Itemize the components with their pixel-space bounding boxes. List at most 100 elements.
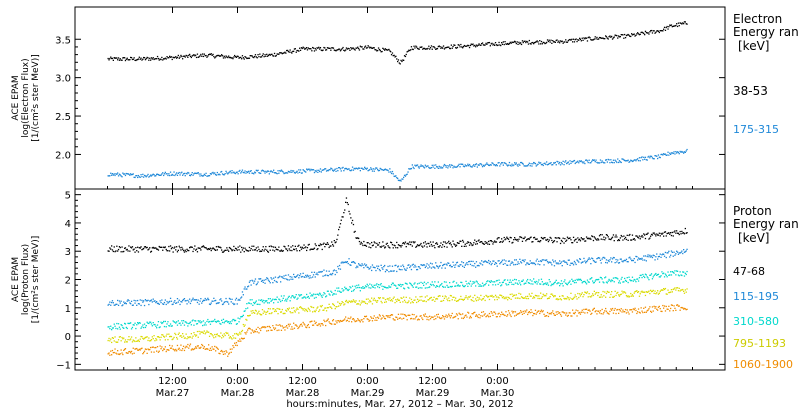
data-point — [319, 243, 322, 245]
data-point — [513, 41, 515, 43]
data-point — [170, 335, 173, 338]
data-point — [111, 329, 113, 331]
data-point — [475, 243, 477, 245]
data-point — [565, 282, 567, 284]
data-point — [518, 238, 520, 240]
data-point — [293, 50, 295, 52]
data-point — [455, 166, 458, 168]
data-point — [124, 348, 127, 350]
data-point — [216, 302, 218, 304]
data-point — [380, 300, 382, 303]
data-point — [191, 246, 193, 248]
data-point — [289, 171, 291, 173]
data-point — [666, 308, 668, 310]
data-point — [289, 311, 291, 313]
data-point — [267, 310, 269, 312]
data-point — [628, 34, 630, 36]
data-point — [343, 319, 345, 321]
data-point — [652, 158, 654, 160]
data-point — [136, 324, 138, 326]
data-point — [635, 309, 637, 312]
data-point — [267, 308, 270, 310]
data-point — [595, 159, 597, 161]
data-point — [364, 263, 366, 265]
data-point — [428, 45, 430, 47]
data-point — [594, 237, 596, 239]
data-point — [247, 250, 250, 252]
data-point — [137, 251, 140, 253]
data-point — [366, 47, 368, 49]
data-point — [428, 319, 430, 321]
data-point — [286, 310, 288, 312]
data-point — [454, 285, 456, 287]
data-point — [207, 297, 209, 299]
data-point — [365, 168, 368, 170]
data-point — [384, 301, 386, 303]
data-point — [585, 281, 587, 284]
data-point — [135, 300, 137, 302]
data-point — [436, 314, 438, 316]
data-point — [568, 259, 570, 261]
data-point — [181, 55, 183, 58]
data-point — [254, 330, 256, 332]
data-point — [482, 311, 485, 313]
data-point — [497, 44, 499, 46]
data-point — [605, 36, 608, 38]
data-point — [445, 47, 447, 49]
data-point — [338, 167, 341, 169]
data-point — [189, 336, 191, 338]
data-point — [421, 264, 423, 266]
data-point — [124, 57, 126, 59]
data-point — [358, 263, 360, 265]
data-point — [646, 255, 648, 258]
data-point — [195, 249, 197, 251]
data-point — [544, 283, 546, 285]
data-point — [336, 287, 338, 289]
data-point — [227, 332, 229, 334]
data-point — [463, 166, 465, 168]
data-point — [361, 167, 363, 169]
data-point — [683, 23, 685, 25]
data-point — [147, 322, 149, 324]
data-point — [169, 344, 171, 347]
data-point — [415, 296, 417, 298]
data-point — [323, 319, 325, 321]
data-point — [114, 348, 116, 350]
y-tick-label: 3.5 — [55, 35, 71, 46]
data-point — [678, 287, 680, 289]
data-point — [555, 311, 557, 313]
data-point — [133, 352, 135, 354]
data-point — [423, 315, 426, 317]
data-point — [451, 47, 453, 49]
data-point — [355, 267, 357, 269]
data-point — [327, 318, 329, 320]
data-point — [176, 350, 178, 352]
data-point — [404, 175, 407, 177]
data-point — [564, 161, 566, 163]
data-point — [409, 266, 411, 269]
data-point — [386, 169, 388, 171]
data-point — [388, 171, 390, 173]
data-point — [228, 297, 231, 300]
data-point — [392, 270, 394, 272]
data-point — [433, 245, 435, 247]
data-point — [427, 267, 429, 269]
data-point — [338, 305, 340, 307]
data-point — [521, 162, 524, 164]
data-point — [210, 53, 212, 55]
data-point — [363, 267, 365, 269]
data-point — [173, 301, 175, 303]
data-point — [305, 47, 307, 50]
data-point — [658, 156, 660, 158]
data-point — [287, 245, 290, 247]
data-point — [163, 173, 166, 175]
data-point — [186, 303, 188, 305]
data-point — [253, 245, 255, 247]
data-point — [258, 56, 260, 58]
data-point — [293, 327, 296, 329]
data-point — [608, 313, 610, 315]
data-point — [201, 246, 203, 248]
data-point — [364, 166, 366, 168]
data-point — [606, 37, 608, 39]
data-point — [335, 320, 337, 322]
